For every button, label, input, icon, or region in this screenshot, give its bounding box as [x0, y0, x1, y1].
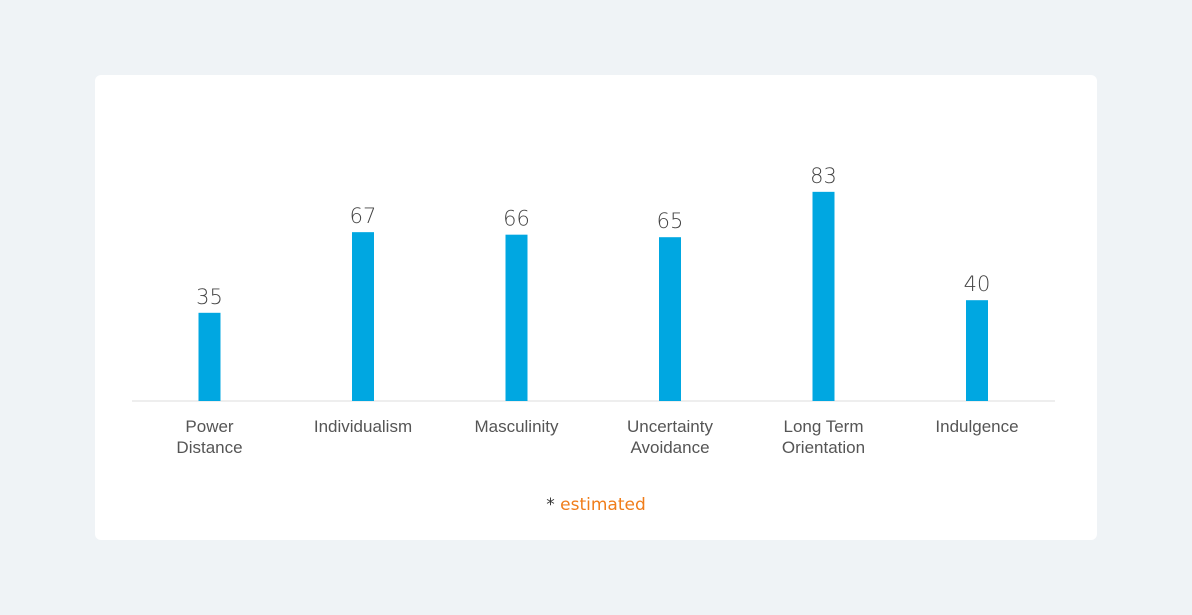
bar-value-label: 66 [503, 207, 530, 231]
bar-value-label: 40 [964, 272, 991, 296]
category-label: Indulgence [935, 417, 1018, 436]
category-label-line: Indulgence [935, 417, 1018, 436]
bar-3 [659, 237, 681, 401]
category-label-line: Distance [176, 438, 242, 457]
bar-value-label: 67 [350, 204, 377, 228]
category-label-line: Long Term [783, 417, 863, 436]
bar-value-label: 83 [810, 164, 837, 188]
category-label-line: Avoidance [630, 438, 709, 457]
bar-value-label: 65 [657, 209, 684, 233]
category-label-line: Orientation [782, 438, 865, 457]
bars-layer: 35 Power Distance 67 Individualism 66 Masculin… [176, 164, 1018, 457]
footnote-estimated-label: estimated [560, 495, 646, 515]
category-label-line: Masculinity [474, 417, 559, 436]
footnote: * estimated [0, 495, 1192, 515]
category-label: Long Term Orientation [782, 417, 865, 457]
bar-4 [812, 191, 835, 401]
chart-card [95, 75, 1097, 540]
bar-value-label: 35 [196, 285, 223, 309]
bar-5 [966, 300, 988, 401]
bar-1 [352, 232, 374, 401]
category-label: Individualism [314, 417, 412, 436]
footnote-prefix: * [546, 495, 561, 515]
bar-0 [198, 312, 221, 401]
category-label-line: Uncertainty [627, 417, 713, 436]
bar-2 [505, 234, 528, 401]
category-label: Masculinity [474, 417, 559, 436]
category-label-line: Individualism [314, 417, 412, 436]
category-label: Uncertainty Avoidance [627, 417, 713, 457]
category-label-line: Power [185, 417, 234, 436]
category-label: Power Distance [176, 417, 242, 457]
